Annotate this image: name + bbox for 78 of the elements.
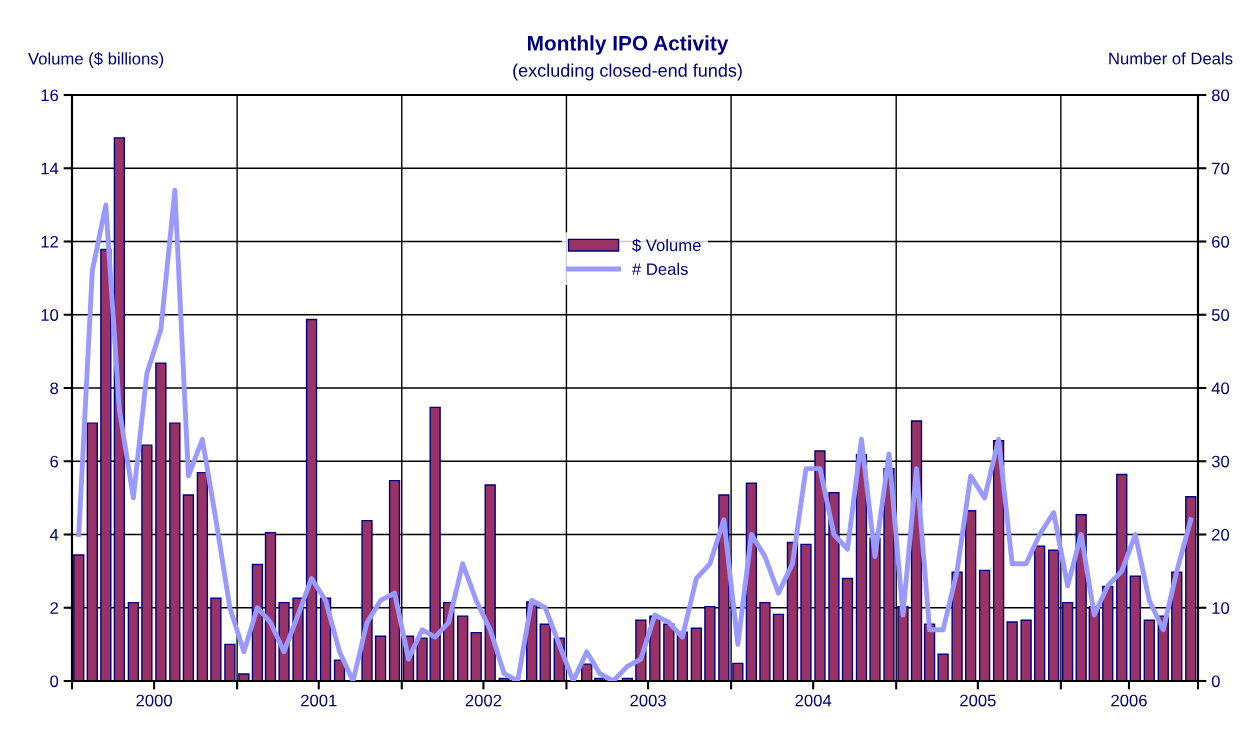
bar [196,471,209,681]
bar [1061,601,1074,681]
x-tick-label: 2005 [960,694,996,707]
y2-tick-label: 60 [1212,235,1230,248]
bar [704,605,716,681]
bar [470,631,482,681]
y-tick-label: 12 [41,235,58,248]
bar [169,422,181,681]
bar [1006,621,1018,681]
bar [210,597,222,681]
bar [937,653,949,681]
bar [73,554,85,681]
bar [978,569,991,681]
y2-tick-label: 40 [1211,382,1230,395]
bar [732,662,744,681]
bar [964,509,977,681]
x-tick-label: 2004 [795,694,832,707]
bar [86,422,98,681]
y2-tick-label: 70 [1212,162,1230,175]
bar [759,601,771,681]
bar [388,479,401,681]
bar [1102,585,1114,681]
bar [772,613,785,681]
bar [141,444,153,681]
chart-title: Monthly IPO Activity [528,35,729,55]
legend-label: $ Volume [632,238,701,253]
bar [1047,549,1060,681]
bar [690,627,703,681]
y2-tick-label: 10 [1212,602,1230,614]
x-tick-label: 2002 [465,694,502,707]
y-tick-label: 4 [49,529,59,541]
y2-tick-label: 50 [1211,309,1230,321]
bar [814,450,826,681]
bar [182,494,195,681]
bar [238,673,250,681]
y-tick-label: 16 [41,89,59,102]
bar [1143,619,1155,681]
x-tick-label: 2001 [301,694,337,707]
y2-axis-title: Number of Deals [1109,52,1233,65]
bar [374,635,387,681]
y-tick-label: 2 [50,602,58,614]
bar [1033,545,1046,681]
bar [1185,496,1197,681]
y-tick-label: 0 [50,675,59,688]
bar [100,248,112,681]
y-tick-label: 10 [41,309,59,321]
bar [457,615,469,681]
bar [305,318,318,681]
x-tick-label: 2006 [1111,694,1147,707]
bar [1020,619,1032,681]
bar [264,531,277,681]
bar [1116,473,1128,681]
y2-tick-label: 20 [1212,528,1230,541]
y2-tick-label: 80 [1211,89,1230,102]
bar [1129,575,1141,681]
bar [663,623,675,681]
bar [539,623,551,681]
bar [828,492,840,681]
bar [155,362,167,681]
bar [224,643,236,681]
x-tick-label: 2000 [136,694,172,707]
y2-tick-label: 30 [1211,455,1230,468]
bar [361,519,373,681]
bar [951,571,963,681]
y2-tick-label: 0 [1211,675,1220,688]
bar [484,484,496,681]
chart-subtitle: (excluding closed-end funds) [513,63,742,81]
legend-label: # Deals [631,262,688,276]
y-tick-label: 8 [50,382,59,395]
y-axis-title: Volume ($ billions) [28,52,164,68]
line-series [76,187,1194,681]
bar [800,543,812,681]
bar [897,605,909,681]
x-tick-label: 2003 [630,694,666,707]
y-tick-label: 14 [41,162,59,175]
bar [841,577,854,681]
y-tick-label: 6 [50,455,59,468]
bar [127,601,140,681]
